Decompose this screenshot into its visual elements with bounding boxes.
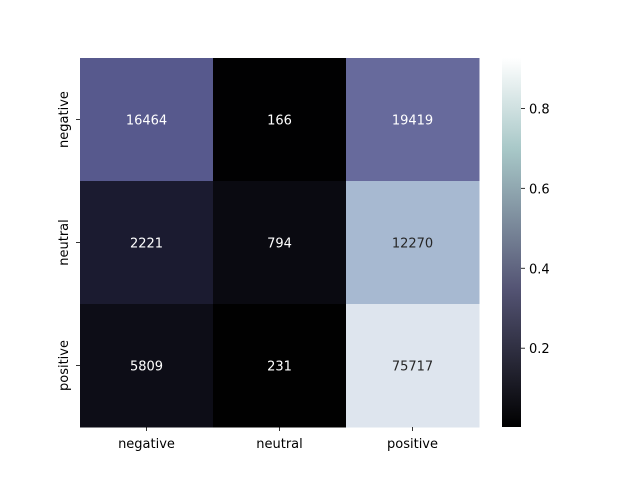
cell-value-label: 2221 xyxy=(130,237,163,252)
colorbar-tick-label: 0.2 xyxy=(529,342,550,357)
x-tick-label: neutral xyxy=(256,437,303,452)
x-axis: negative neutral positive xyxy=(118,427,438,452)
cell-value-label: 16464 xyxy=(126,114,167,129)
cell-value-label: 12270 xyxy=(392,237,433,252)
cell-value-label: 75717 xyxy=(392,360,433,375)
heatmap-cell xyxy=(213,181,347,305)
colorbar: 0.2 0.4 0.6 0.8 xyxy=(502,58,550,427)
y-tick-label: neutral xyxy=(57,219,72,266)
heatmap-cell xyxy=(346,58,480,182)
heatmap-cell xyxy=(80,58,214,182)
cell-value-label: 5809 xyxy=(130,360,163,375)
y-tick-label: positive xyxy=(57,340,72,391)
heatmap-cell xyxy=(213,58,347,182)
colorbar-tick-label: 0.8 xyxy=(529,102,550,117)
cell-value-label: 166 xyxy=(267,114,292,129)
y-axis: negative neutral positive xyxy=(57,91,80,391)
cell-value-label: 19419 xyxy=(392,114,433,129)
heatmap-cell xyxy=(80,304,214,428)
heatmap-cells: 16464 166 19419 2221 794 12270 5809 231 75717 xyxy=(80,58,480,428)
colorbar-tick-label: 0.4 xyxy=(529,262,550,277)
heatmap-cell xyxy=(346,304,480,428)
y-tick-label: negative xyxy=(57,91,72,148)
colorbar-gradient xyxy=(502,58,521,427)
heatmap-cell xyxy=(346,181,480,305)
heatmap-cell xyxy=(80,181,214,305)
cell-value-label: 794 xyxy=(267,237,292,252)
x-tick-label: positive xyxy=(387,437,438,452)
colorbar-tick-label: 0.6 xyxy=(529,182,550,197)
cell-value-label: 231 xyxy=(267,360,292,375)
heatmap-cell xyxy=(213,304,347,428)
x-tick-label: negative xyxy=(118,437,175,452)
